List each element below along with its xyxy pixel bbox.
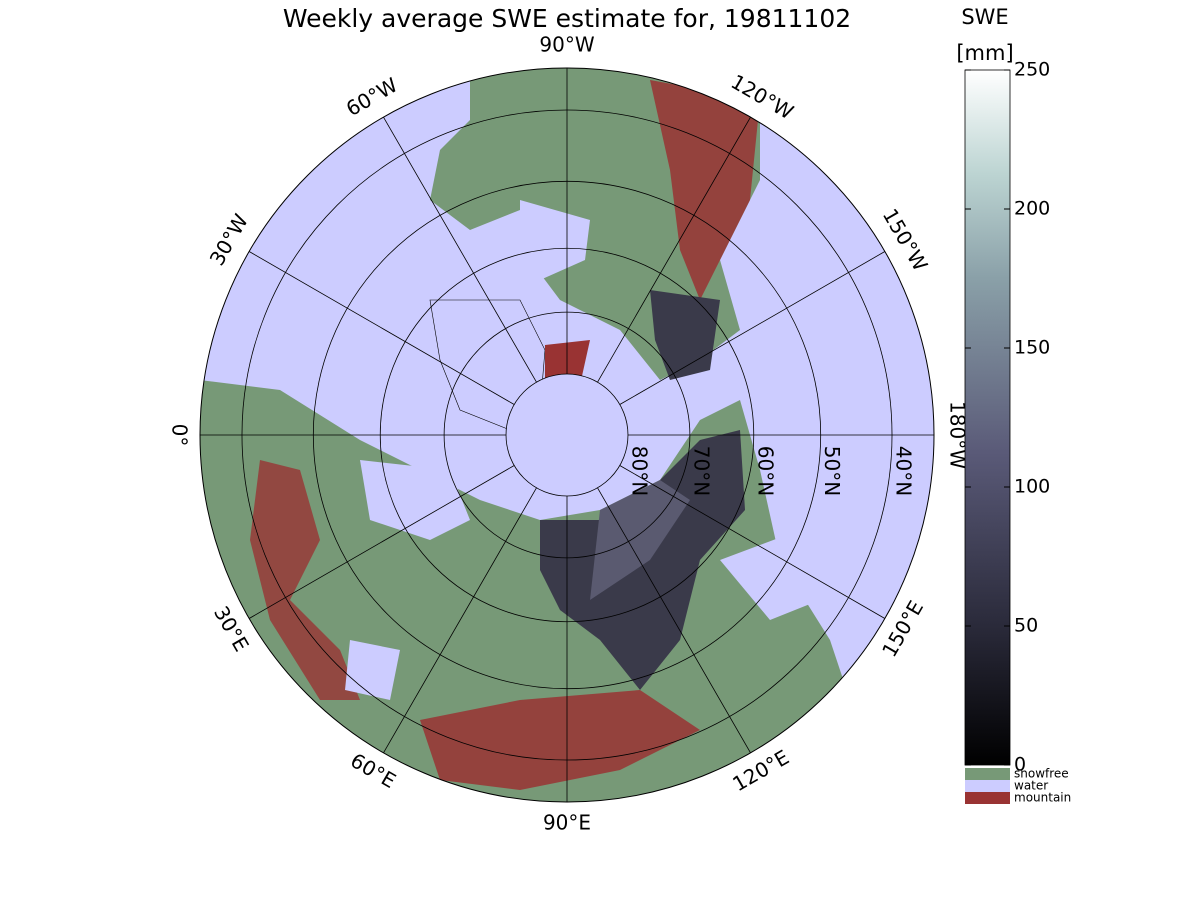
- colorbar-title: SWE: [961, 5, 1008, 29]
- hudson-bay: [520, 200, 590, 280]
- water: [345, 640, 400, 700]
- colorbar-tick-label: 250: [1014, 59, 1050, 81]
- meridian: [597, 116, 751, 383]
- water: [720, 530, 820, 620]
- colorbar-tick-label: 200: [1014, 198, 1050, 220]
- colorbar-tick-label: 0: [1014, 754, 1026, 776]
- snow: [590, 480, 690, 600]
- legend-swatch: [965, 792, 1010, 804]
- colorbar-tick-label: 100: [1014, 476, 1050, 498]
- parallel-label: 80°N: [627, 446, 651, 496]
- legend-label: water: [1014, 779, 1048, 793]
- colorbar: [964, 69, 1011, 766]
- parallel-label: 60°N: [753, 446, 777, 496]
- map-edge: [199, 67, 935, 803]
- meridian-label: 90°E: [543, 811, 591, 835]
- meridian: [383, 487, 537, 754]
- meridian: [383, 116, 537, 383]
- colorbar-tick-label: 150: [1014, 337, 1050, 359]
- parallel-label: 70°N: [689, 446, 713, 496]
- legend-label: snowfree: [1014, 767, 1069, 781]
- meridian: [248, 465, 515, 619]
- legend-swatch: [965, 780, 1010, 792]
- legend-label: mountain: [1014, 791, 1071, 805]
- meridian: [619, 465, 886, 619]
- water: [360, 460, 470, 540]
- mountain: [420, 690, 700, 790]
- snow: [650, 290, 720, 380]
- parallel-label: 50°N: [820, 446, 844, 496]
- meridian: [619, 251, 886, 405]
- legend-swatch: [965, 768, 1010, 780]
- colorbar-unit: [mm]: [956, 41, 1013, 65]
- meridian: [248, 251, 515, 405]
- colorbar-tick-label: 50: [1014, 615, 1038, 637]
- meridian-label: 90°W: [539, 33, 594, 57]
- parallel-label: 40°N: [892, 446, 916, 496]
- mountain: [250, 460, 360, 700]
- map-title: Weekly average SWE estimate for, 1981110…: [283, 4, 851, 33]
- mountain: [650, 80, 760, 300]
- meridian: [597, 487, 751, 754]
- arctic: [506, 374, 628, 496]
- meridian-label: 0°: [168, 424, 192, 447]
- map-body: [200, 68, 934, 802]
